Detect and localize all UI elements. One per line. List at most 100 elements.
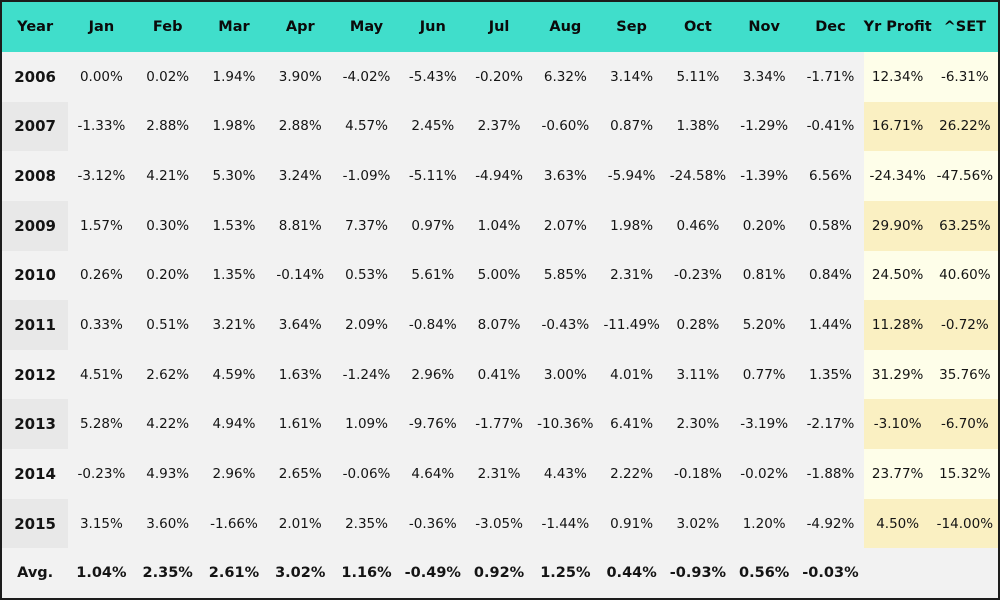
yr-profit-value: 16.71% xyxy=(863,101,932,152)
monthly-value: 0.92% xyxy=(473,565,525,582)
column-header-jul: Jul xyxy=(465,2,533,52)
row-label-year: 2015 xyxy=(2,498,69,549)
yr-profit-value: 4.50% xyxy=(863,498,932,549)
monthly-value: -0.23% xyxy=(674,267,722,284)
monthly-value: 0.58% xyxy=(809,217,852,234)
monthly-value: 5.85% xyxy=(543,267,587,284)
row-label-year: 2014 xyxy=(14,464,56,483)
monthly-value: -0.41% xyxy=(806,118,855,135)
row-label-year: 2008 xyxy=(14,167,56,186)
set-index-value: -47.56% xyxy=(931,151,998,201)
monthly-value: 2.37% xyxy=(477,118,521,135)
monthly-value: 2.31% xyxy=(610,267,654,284)
set-index-value: -6.70% xyxy=(931,399,998,450)
monthly-value: 2.35% xyxy=(345,515,388,532)
monthly-value: 4.64% xyxy=(411,465,455,482)
column-header-year: Year xyxy=(2,2,69,52)
monthly-value: 0.41% xyxy=(477,366,521,383)
monthly-value: 1.98% xyxy=(610,217,654,234)
column-header-nov: Nov xyxy=(731,2,798,52)
monthly-value: 3.64% xyxy=(278,316,322,333)
monthly-value: -1.66% xyxy=(210,515,258,532)
monthly-value: 1.53% xyxy=(212,217,256,234)
monthly-value: 1.98% xyxy=(212,118,256,135)
monthly-value: -1.44% xyxy=(541,515,590,532)
monthly-value: 8.81% xyxy=(278,217,322,234)
set-index-value: -14.00% xyxy=(931,498,998,549)
monthly-value: 0.33% xyxy=(79,316,123,333)
monthly-value: -5.11% xyxy=(408,168,457,185)
monthly-value: -0.60% xyxy=(541,118,590,135)
monthly-value: 1.44% xyxy=(809,316,852,333)
row-label-year: 2006 xyxy=(14,67,56,86)
monthly-value: 0.46% xyxy=(676,217,720,234)
monthly-value: 0.44% xyxy=(606,565,657,582)
monthly-value: -0.03% xyxy=(802,565,859,582)
monthly-value: 3.24% xyxy=(278,168,322,185)
monthly-value: 2.30% xyxy=(676,416,720,433)
monthly-value: -5.94% xyxy=(607,168,656,185)
monthly-value: -0.43% xyxy=(541,316,590,333)
monthly-value: 2.35% xyxy=(142,565,193,582)
monthly-value: 0.28% xyxy=(676,316,720,333)
monthly-value: 4.22% xyxy=(146,416,190,433)
column-header-set: ^SET xyxy=(931,2,998,52)
monthly-value: -0.93% xyxy=(669,565,727,582)
monthly-value: 0.30% xyxy=(146,217,190,234)
row-label-year: 2012 xyxy=(14,365,56,384)
set-index-value xyxy=(932,548,998,598)
monthly-value: 5.00% xyxy=(477,267,521,284)
row-label-year: 2009 xyxy=(2,200,69,251)
yr-profit-value: -24.34% xyxy=(863,151,932,201)
monthly-value: 6.32% xyxy=(543,68,587,85)
yr-profit-value: 24.50% xyxy=(863,250,932,301)
monthly-value: 4.93% xyxy=(146,465,190,482)
monthly-value: 0.00% xyxy=(79,68,123,85)
monthly-value: -1.33% xyxy=(77,118,126,135)
monthly-value: -9.76% xyxy=(408,416,457,433)
monthly-value: 1.35% xyxy=(212,267,256,284)
row-label-year: 2010 xyxy=(14,266,56,285)
monthly-value: -24.58% xyxy=(669,168,727,185)
monthly-value: 4.57% xyxy=(345,118,388,135)
monthly-value: -5.43% xyxy=(408,68,457,85)
monthly-value: -0.23% xyxy=(77,465,126,482)
monthly-value: 0.77% xyxy=(742,366,786,383)
monthly-value: 4.94% xyxy=(212,416,256,433)
column-header-mar: Mar xyxy=(200,2,268,52)
monthly-value: 5.11% xyxy=(676,68,720,85)
monthly-value: 2.96% xyxy=(212,465,256,482)
monthly-value: -0.36% xyxy=(408,515,457,532)
monthly-value: 0.84% xyxy=(809,267,852,284)
monthly-value: 3.02% xyxy=(676,515,720,532)
yr-profit-value: 29.90% xyxy=(863,200,932,251)
monthly-value: -3.19% xyxy=(740,416,789,433)
yr-profit-value: 31.29% xyxy=(863,349,932,400)
monthly-value: 2.88% xyxy=(146,118,190,135)
monthly-value: 2.01% xyxy=(278,515,322,532)
column-header-oct: Oct xyxy=(664,2,732,52)
column-header-jun: Jun xyxy=(399,2,466,52)
monthly-value: 1.04% xyxy=(477,217,521,234)
monthly-value: 3.34% xyxy=(742,68,786,85)
monthly-value: 5.30% xyxy=(212,168,256,185)
set-index-value: 63.25% xyxy=(931,200,998,251)
monthly-value: 0.81% xyxy=(742,267,786,284)
monthly-value: 1.20% xyxy=(742,515,786,532)
set-index-value: 26.22% xyxy=(931,101,998,152)
set-index-value: 15.32% xyxy=(931,449,998,499)
monthly-value: 4.43% xyxy=(543,465,587,482)
monthly-value: -1.77% xyxy=(475,416,523,433)
monthly-value: 2.09% xyxy=(345,316,388,333)
monthly-value: -1.09% xyxy=(342,168,391,185)
monthly-value: -1.29% xyxy=(740,118,789,135)
monthly-value: 5.61% xyxy=(411,267,455,284)
monthly-value: -0.84% xyxy=(408,316,457,333)
monthly-value: -10.36% xyxy=(537,416,594,433)
monthly-value: -0.18% xyxy=(674,465,722,482)
monthly-value: 1.63% xyxy=(278,366,322,383)
monthly-value: 2.62% xyxy=(146,366,190,383)
monthly-value: 1.38% xyxy=(676,118,720,135)
monthly-value: 1.94% xyxy=(212,68,256,85)
